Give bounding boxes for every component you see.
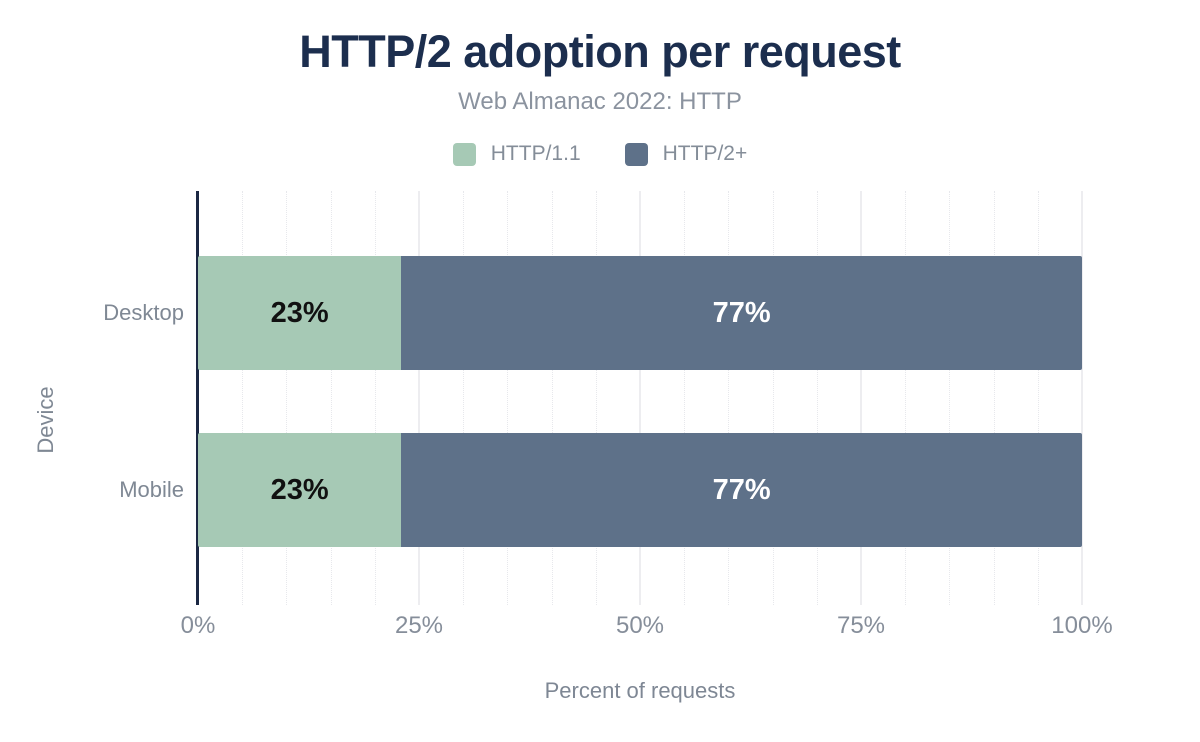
legend-label-http11: HTTP/1.1 [490,142,581,165]
gridline-major [860,191,862,605]
gridline-minor [551,191,553,605]
gridline-minor [728,191,730,605]
gridline-major [418,191,420,605]
gridline-minor [905,191,907,605]
legend-swatch-http2 [624,142,648,166]
plot-area: 23% 77% 23% 77% [198,191,1083,605]
x-axis-title: Percent of requests [544,678,736,703]
legend-label-http2: HTTP/2+ [662,142,748,165]
x-tick-label-75: 75% [836,612,886,639]
gridline-minor [993,191,995,605]
bar-segment-mobile-http11: 23% [198,433,402,547]
gridline-minor [242,191,244,605]
gridline-minor [816,191,818,605]
gridline-minor [949,191,951,605]
category-label-mobile: Mobile [119,477,184,502]
x-tick-label-0: 0% [180,612,216,639]
x-tick-label-100: 100% [1051,612,1113,639]
legend: HTTP/1.1 HTTP/2+ [0,142,1200,166]
bar-value-label: 77% [712,296,771,329]
gridline-minor [330,191,332,605]
gridline-minor [463,191,465,605]
bar-segment-mobile-http2: 77% [401,433,1082,547]
bar-value-label: 23% [270,296,329,329]
bar-value-label: 23% [270,473,329,506]
y-axis-line [196,191,199,605]
gridline-minor [595,191,597,605]
gridline-major [1081,191,1083,605]
legend-swatch-http11 [452,142,476,166]
bar-value-label: 77% [712,473,771,506]
category-label-desktop: Desktop [103,300,184,325]
legend-item-http2: HTTP/2+ [624,142,748,166]
gridline-minor [1037,191,1039,605]
gridline-minor [286,191,288,605]
gridline-minor [772,191,774,605]
x-tick-label-25: 25% [394,612,444,639]
bar-segment-desktop-http2: 77% [401,256,1082,370]
bar-mobile: 23% 77% [198,433,1082,547]
y-axis-title: Device [33,386,58,454]
chart-subtitle: Web Almanac 2022: HTTP [458,88,742,115]
bar-desktop: 23% 77% [198,256,1082,370]
gridline-minor [684,191,686,605]
gridline-major [639,191,641,605]
legend-item-http11: HTTP/1.1 [452,142,581,166]
gridline-minor [374,191,376,605]
gridline-minor [507,191,509,605]
x-tick-label-50: 50% [615,612,665,639]
bar-segment-desktop-http11: 23% [198,256,402,370]
chart-title: HTTP/2 adoption per request [299,26,901,77]
